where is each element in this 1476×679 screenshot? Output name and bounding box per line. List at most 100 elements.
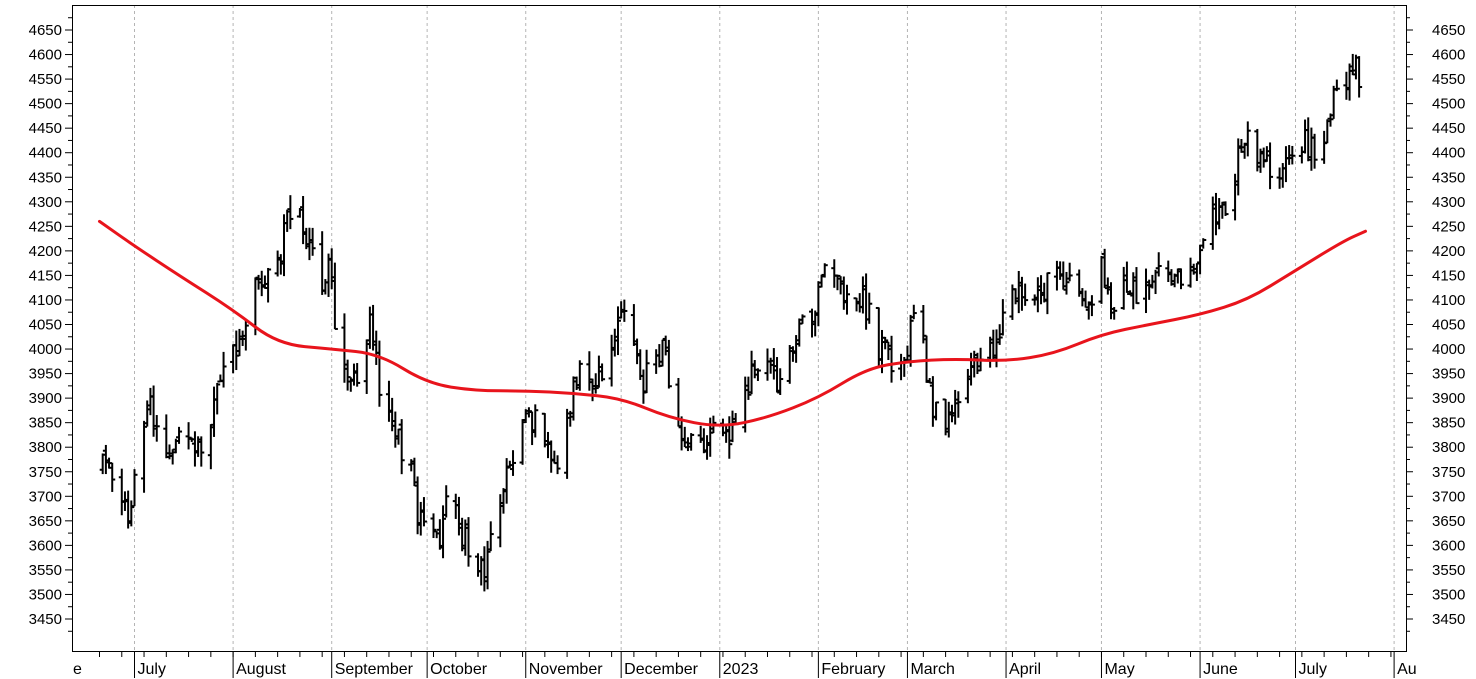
ohlc-bar <box>551 450 558 465</box>
ohlc-bar <box>255 274 262 290</box>
ohlc-bar <box>748 350 755 395</box>
ohlc-bar <box>955 391 962 418</box>
ohlc-bar <box>1120 266 1127 310</box>
ohlc-bar <box>1279 163 1286 188</box>
ohlc-bar <box>373 330 380 365</box>
ohlc-bar <box>541 412 548 448</box>
ohlc-bar <box>1222 201 1229 216</box>
ohlc-bar <box>1267 142 1274 190</box>
ohlc-bar <box>1263 146 1270 162</box>
ohlc-bar <box>455 496 462 536</box>
ohlc-bar <box>176 426 183 444</box>
ohlc-bar <box>608 334 615 387</box>
y-tick-label: 3500 <box>1432 586 1465 603</box>
y-tick-label: 3800 <box>1432 439 1465 456</box>
ohlc-bar <box>325 253 332 297</box>
ohlc-bar <box>1152 269 1159 295</box>
ohlc-bar <box>188 437 195 442</box>
y-tick-label: 3450 <box>29 611 62 628</box>
ohlc-bar <box>287 195 294 230</box>
y-tick-label: 4600 <box>29 47 62 64</box>
ohlc-bar <box>370 304 377 351</box>
ohlc-bar <box>1298 146 1305 164</box>
y-tick-label: 4050 <box>1432 317 1465 334</box>
ohlc-bar <box>866 292 873 324</box>
ohlc-bar <box>640 369 647 404</box>
ohlc-bar <box>643 349 650 394</box>
ohlc-bar <box>786 345 793 384</box>
x-tick-label: e <box>73 661 82 678</box>
ohlc-bar <box>1063 271 1070 295</box>
ohlc-bar <box>764 348 771 381</box>
y-tick-label: 4650 <box>29 22 62 39</box>
y-tick-label: 3700 <box>1432 488 1465 505</box>
ohlc-bar <box>910 304 917 320</box>
x-tick-label: July <box>138 661 166 678</box>
ohlc-bar <box>774 357 781 393</box>
ohlc-bar <box>1015 270 1022 314</box>
ohlc-bar <box>662 335 669 356</box>
ohlc-bar <box>1101 248 1108 288</box>
ohlc-bar <box>576 360 583 391</box>
ohlc-bar <box>185 422 192 450</box>
ohlc-bar <box>1082 290 1089 309</box>
x-tick-label: December <box>624 661 698 678</box>
ohlc-bar <box>554 455 561 475</box>
ohlc-bar <box>1060 261 1067 290</box>
ohlc-bar <box>1289 145 1296 165</box>
ohlc-bar <box>799 314 806 325</box>
y-tick-label: 4600 <box>1432 47 1465 64</box>
ohlc-bar <box>144 400 151 427</box>
ohlc-bar <box>1356 56 1363 98</box>
ohlc-bars <box>99 53 1363 592</box>
x-tick-label: August <box>236 661 286 678</box>
ohlc-bar <box>611 328 618 357</box>
ohlc-bar <box>704 435 711 460</box>
ohlc-bar <box>1022 283 1029 306</box>
ohlc-bar <box>853 297 860 312</box>
ohlc-bar <box>128 500 135 527</box>
ohlc-bar <box>296 207 303 218</box>
ohlc-bar <box>1066 262 1073 282</box>
y-tick-label: 3650 <box>29 513 62 530</box>
x-tick-label: June <box>1203 661 1238 678</box>
ohlc-bar <box>1034 277 1041 313</box>
ohlc-bar <box>1241 142 1248 159</box>
y-tick-label: 3600 <box>1432 537 1465 554</box>
ohlc-bar <box>265 267 272 303</box>
y-tick-label: 4350 <box>1432 169 1465 186</box>
ohlc-bar <box>545 431 552 459</box>
ohlc-bar <box>214 382 221 415</box>
x-tick-label: April <box>1009 661 1041 678</box>
ohlc-bar <box>815 281 822 327</box>
ohlc-bar <box>433 530 440 539</box>
ohlc-bar <box>211 386 218 437</box>
ohlc-bar <box>1311 133 1318 169</box>
y-tick-label: 4050 <box>29 317 62 334</box>
ohlc-bar <box>659 338 666 367</box>
ohlc-bar <box>284 209 291 232</box>
ohlc-bar <box>1200 238 1207 249</box>
ohlc-bar <box>920 304 927 344</box>
ohlc-bar <box>519 419 526 465</box>
ohlc-bar <box>341 313 348 383</box>
ohlc-bar <box>395 428 402 445</box>
ohlc-bar <box>570 376 577 421</box>
ohlc-bar <box>656 344 663 368</box>
y-tick-label: 3550 <box>29 562 62 579</box>
ohlc-bar <box>465 517 472 567</box>
y-tick-label: 4000 <box>29 341 62 358</box>
ohlc-bar <box>1260 147 1267 168</box>
ohlc-bar <box>350 363 357 386</box>
y-tick-label: 4400 <box>29 145 62 162</box>
ohlc-bar <box>478 556 485 586</box>
ohlc-bar <box>484 540 491 590</box>
y-tick-label: 3550 <box>1432 562 1465 579</box>
ohlc-bar <box>220 351 227 388</box>
ohlc-bar <box>376 340 383 407</box>
ohlc-bar <box>882 336 889 350</box>
y-tick-label: 4500 <box>1432 96 1465 113</box>
ohlc-bar <box>487 521 494 552</box>
ohlc-bar <box>300 196 307 245</box>
y-tick-label: 4250 <box>29 218 62 235</box>
